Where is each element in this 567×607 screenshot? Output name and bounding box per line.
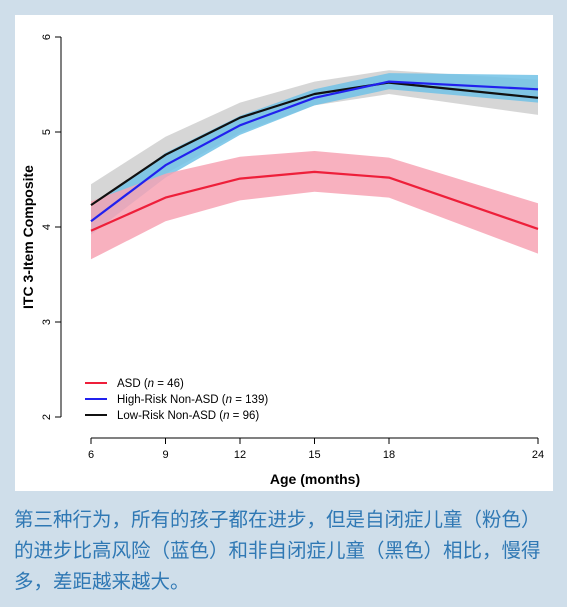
x-tick-label: 6 — [88, 449, 94, 461]
legend-label-prefix: ASD ( — [117, 378, 148, 390]
x-tick-label: 24 — [532, 449, 544, 461]
x-tick-label: 9 — [162, 449, 168, 461]
caption-text: 第三种行为，所有的孩子都在进步，但是自闭症儿童（粉色）的进步比高风险（蓝色）和非… — [14, 508, 541, 593]
series-line-0 — [90, 170, 539, 232]
legend-label-suffix: = 139) — [232, 394, 268, 406]
confidence-band-0 — [91, 151, 538, 260]
legend-label-suffix: = 96) — [229, 410, 259, 422]
x-tick-label: 15 — [308, 449, 320, 461]
y-tick-label: 2 — [41, 414, 53, 420]
y-axis-label: ITC 3-Item Composite — [20, 165, 36, 309]
y-ticks: 2 3 4 5 6 — [41, 34, 61, 420]
legend-label: ASD (n = 46) — [117, 378, 184, 390]
x-tick-label: 18 — [383, 449, 395, 461]
series-line-1 — [90, 80, 539, 223]
line-chart: 2 3 4 5 6 6 9 12 15 18 24 Age (months) ITC 3-Item… — [20, 34, 544, 487]
x-ticks: 6 9 12 15 18 24 — [88, 438, 544, 461]
legend-label-n: n — [226, 394, 232, 406]
legend-label-suffix: = 46) — [154, 378, 184, 390]
series-lines — [90, 80, 539, 232]
legend-item: High-Risk Non-ASD (n = 139) — [85, 394, 268, 406]
x-tick-label: 12 — [234, 449, 246, 461]
y-tick-label: 5 — [41, 129, 53, 135]
legend-item: ASD (n = 46) — [85, 378, 184, 390]
legend-item: Low-Risk Non-ASD (n = 96) — [85, 410, 259, 422]
chart-panel: 2 3 4 5 6 6 9 12 15 18 24 Age (months) ITC 3-Item… — [15, 15, 553, 491]
x-axis-label: Age (months) — [270, 471, 360, 487]
y-tick-label: 3 — [41, 319, 53, 325]
legend-label: Low-Risk Non-ASD (n = 96) — [117, 410, 259, 422]
legend-label-n: n — [148, 378, 154, 390]
legend-label: High-Risk Non-ASD (n = 139) — [117, 394, 268, 406]
legend: ASD (n = 46)High-Risk Non-ASD (n = 139)L… — [85, 378, 268, 422]
series-line-2 — [90, 81, 539, 207]
legend-label-prefix: High-Risk Non-ASD ( — [117, 394, 226, 406]
legend-label-n: n — [223, 410, 229, 422]
y-tick-label: 6 — [41, 34, 53, 40]
confidence-band-1 — [91, 73, 538, 235]
axes: 2 3 4 5 6 6 9 12 15 18 24 — [41, 34, 544, 461]
y-tick-label: 4 — [41, 224, 53, 230]
legend-label-prefix: Low-Risk Non-ASD ( — [117, 410, 223, 422]
